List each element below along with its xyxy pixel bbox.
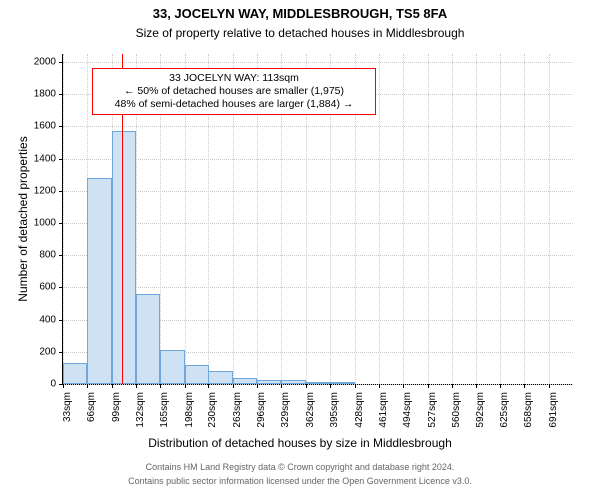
histogram-bar <box>112 131 136 384</box>
x-tick-label: 165sqm <box>159 392 170 437</box>
grid-line <box>63 54 64 384</box>
histogram-bar <box>185 365 209 384</box>
x-tick-label: 560sqm <box>451 392 462 437</box>
histogram-bar <box>281 380 305 384</box>
x-tick-label: 33sqm <box>62 392 73 437</box>
grid-line <box>524 54 525 384</box>
y-tick-label: 1200 <box>16 185 56 196</box>
x-tick-label: 592sqm <box>475 392 486 437</box>
grid-line <box>63 159 573 160</box>
x-tick-label: 691sqm <box>548 392 559 437</box>
annotation-line: 33 JOCELYN WAY: 113sqm <box>99 72 369 85</box>
grid-line <box>63 223 573 224</box>
annotation-line: ← 50% of detached houses are smaller (1,… <box>99 85 369 98</box>
grid-line <box>63 255 573 256</box>
y-tick-label: 600 <box>16 282 56 293</box>
footer-line-1: Contains HM Land Registry data © Crown c… <box>0 462 600 472</box>
grid-line <box>452 54 453 384</box>
grid-line <box>379 54 380 384</box>
chart-subtitle: Size of property relative to detached ho… <box>0 26 600 40</box>
y-tick-label: 1800 <box>16 89 56 100</box>
x-tick-label: 99sqm <box>111 392 122 437</box>
histogram-bar <box>160 350 184 384</box>
grid-line <box>403 54 404 384</box>
histogram-bar <box>233 378 257 384</box>
footer-line-2: Contains public sector information licen… <box>0 476 600 486</box>
x-tick-label: 198sqm <box>184 392 195 437</box>
grid-line <box>63 287 573 288</box>
histogram-bar <box>87 178 111 384</box>
x-tick-label: 66sqm <box>86 392 97 437</box>
chart-title: 33, JOCELYN WAY, MIDDLESBROUGH, TS5 8FA <box>0 6 600 21</box>
grid-line <box>63 191 573 192</box>
histogram-bar <box>136 294 160 384</box>
x-tick-label: 329sqm <box>280 392 291 437</box>
x-tick-label: 461sqm <box>378 392 389 437</box>
x-tick-label: 362sqm <box>305 392 316 437</box>
annotation-line: 48% of semi-detached houses are larger (… <box>99 98 369 111</box>
histogram-bar <box>208 371 232 384</box>
x-tick-label: 132sqm <box>135 392 146 437</box>
x-tick-label: 263sqm <box>232 392 243 437</box>
y-tick-label: 1000 <box>16 218 56 229</box>
x-tick-label: 428sqm <box>354 392 365 437</box>
histogram-bar <box>257 380 281 384</box>
histogram-bar <box>63 363 87 384</box>
y-tick-label: 400 <box>16 314 56 325</box>
grid-line <box>500 54 501 384</box>
y-tick-label: 1400 <box>16 153 56 164</box>
y-tick-label: 1600 <box>16 121 56 132</box>
grid-line <box>63 384 573 385</box>
x-tick-label: 494sqm <box>402 392 413 437</box>
grid-line <box>476 54 477 384</box>
annotation-box: 33 JOCELYN WAY: 113sqm← 50% of detached … <box>92 68 376 115</box>
grid-line <box>549 54 550 384</box>
grid-line <box>63 62 573 63</box>
y-tick-label: 0 <box>16 379 56 390</box>
histogram-bar <box>330 382 354 384</box>
x-tick-label: 395sqm <box>329 392 340 437</box>
y-tick-label: 200 <box>16 346 56 357</box>
histogram-bar <box>306 382 330 384</box>
x-tick-label: 658sqm <box>523 392 534 437</box>
x-tick-label: 625sqm <box>499 392 510 437</box>
grid-line <box>63 126 573 127</box>
x-tick-label: 527sqm <box>427 392 438 437</box>
y-tick-label: 800 <box>16 250 56 261</box>
x-axis-label: Distribution of detached houses by size … <box>0 436 600 450</box>
grid-line <box>428 54 429 384</box>
y-tick-label: 2000 <box>16 57 56 68</box>
chart-container: { "chart": { "type": "histogram", "title… <box>0 0 600 500</box>
x-tick-label: 296sqm <box>256 392 267 437</box>
x-tick-label: 230sqm <box>207 392 218 437</box>
